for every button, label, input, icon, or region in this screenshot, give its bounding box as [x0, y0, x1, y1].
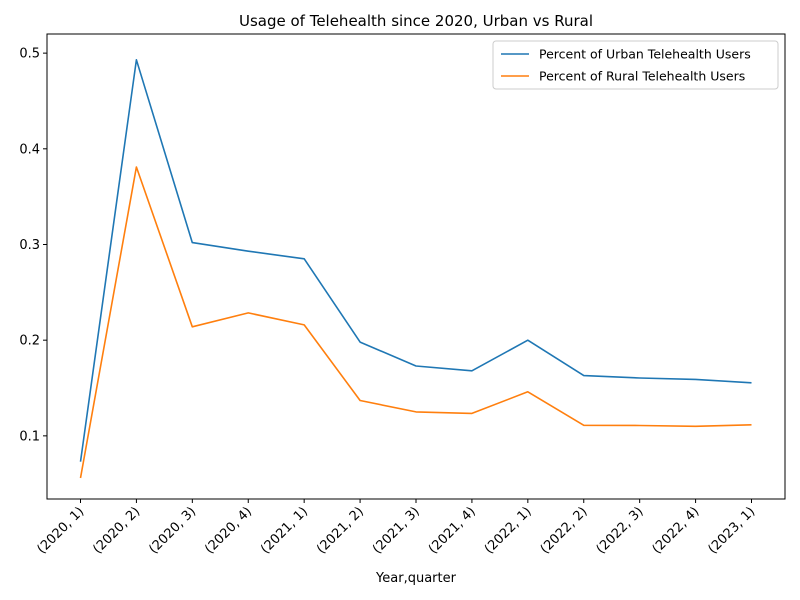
x-tick-label: (2020, 4)	[202, 504, 255, 557]
plot-area	[46, 33, 786, 500]
legend-box	[492, 40, 779, 90]
x-tick-label: (2021, 2)	[314, 504, 367, 557]
x-tick-label: (2022, 2)	[538, 504, 591, 557]
x-tick-label: (2023, 1)	[705, 504, 758, 557]
legend: Percent of Urban Telehealth Users Percent…	[492, 40, 779, 90]
x-tick-label: (2021, 4)	[426, 504, 479, 557]
axis-ticks: (2020, 1) (2020, 2) (2020, 3) (2020, 4) (202…	[19, 47, 758, 557]
y-tick-label: 0.2	[19, 334, 40, 349]
x-tick-label: (2021, 3)	[370, 504, 423, 557]
legend-label: Percent of Urban Telehealth Users	[539, 47, 751, 62]
x-tick-label: (2020, 1)	[34, 504, 87, 557]
y-tick-label: 0.1	[19, 429, 40, 444]
x-tick-label: (2020, 3)	[146, 504, 199, 557]
y-tick-label: 0.5	[19, 47, 40, 62]
x-tick-label: (2020, 2)	[90, 504, 143, 557]
x-tick-label: (2022, 4)	[650, 504, 703, 557]
series-line	[79, 58, 752, 462]
y-tick-label: 0.3	[19, 238, 40, 253]
x-tick-label: (2022, 1)	[482, 504, 535, 557]
legend-label: Percent of Rural Telehealth Users	[539, 69, 745, 84]
chart-title: Usage of Telehealth since 2020, Urban vs…	[239, 12, 593, 30]
y-tick-label: 0.4	[19, 142, 40, 157]
series-line	[79, 166, 752, 479]
x-tick-label: (2022, 3)	[594, 504, 647, 557]
x-axis-label: Year,quarter	[375, 571, 457, 586]
x-tick-label: (2021, 1)	[258, 504, 311, 557]
series-lines	[79, 58, 752, 479]
